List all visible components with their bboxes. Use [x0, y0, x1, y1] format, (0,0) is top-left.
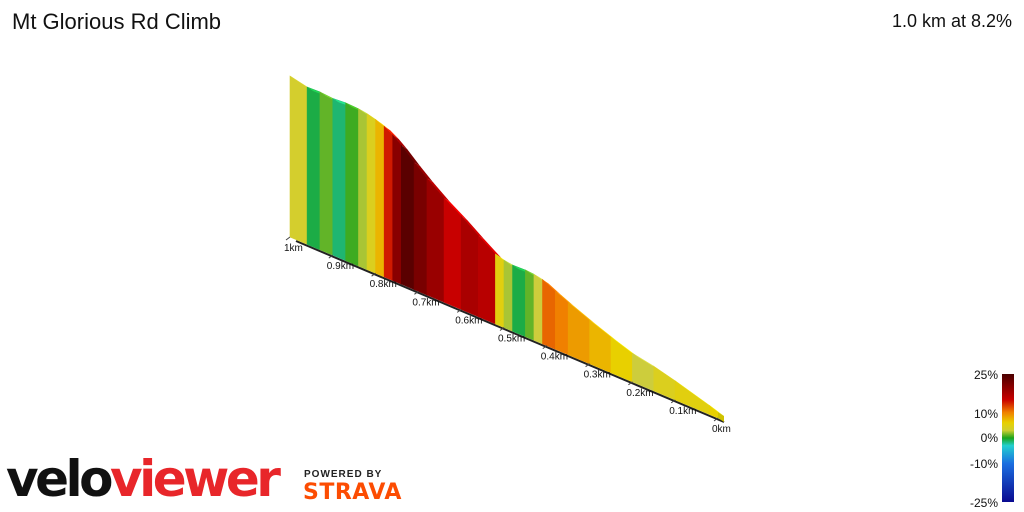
distance-tick [414, 290, 419, 295]
distance-tick [542, 345, 548, 350]
profile-start-cap [718, 412, 724, 422]
distance-tick [670, 399, 676, 404]
svg-text:veloviewer: veloviewer [6, 450, 281, 508]
distance-tick-label: 0.4km [541, 352, 568, 363]
gradient-segment-top [589, 320, 617, 342]
gradient-segment-top [653, 366, 682, 385]
gradient-segment-top [542, 279, 562, 296]
distance-tick [456, 308, 462, 313]
gradient-segment-top [675, 380, 716, 410]
gradient-segment-top [375, 119, 391, 131]
gradient-segment [503, 259, 513, 332]
gradient-segment [332, 97, 346, 261]
gradient-segment [533, 273, 543, 345]
distance-tick-label: 0.3km [584, 370, 611, 381]
gradient-segment [392, 134, 402, 285]
gradient-segment [366, 113, 376, 274]
page-title: Mt Glorious Rd Climb [12, 9, 222, 34]
distance-tick-label: 0km [712, 424, 731, 435]
gradient-segment [478, 234, 496, 325]
scale-label-10: 10% [973, 407, 998, 421]
strava-logo: STRAVA [303, 480, 402, 505]
gradient-segment-top [478, 235, 502, 259]
gradient-segment [306, 86, 321, 251]
gradient-segment [555, 290, 569, 356]
gradient-segment-top [555, 291, 575, 307]
gradient-segment [289, 75, 308, 245]
gradient-segment-top [392, 135, 408, 150]
gradient-segment-top [709, 405, 724, 416]
distance-tick-label: 0.2km [626, 388, 653, 399]
distance-tick-label: 1km [284, 243, 303, 254]
gradient-segment [653, 365, 676, 401]
distance-tick-label: 0.6km [455, 315, 482, 326]
scale-label-25: 25% [973, 368, 998, 382]
gradient-segment [375, 118, 385, 278]
gradient-segment [443, 197, 462, 310]
gradient-segment [319, 91, 334, 256]
gradient-scale: 25% 10% 0% -10% -25% [960, 368, 1020, 510]
distance-tick [628, 381, 633, 386]
profile-baseline [295, 240, 725, 423]
distance-tick [499, 327, 505, 331]
distance-tick-label: 0.1km [669, 406, 696, 417]
gradient-segment-top [611, 337, 639, 358]
distance-tick [585, 363, 590, 368]
gradient-segment [525, 269, 535, 341]
gradient-segment-top [426, 178, 451, 203]
scale-label-minus10: -10% [969, 457, 998, 471]
gradient-segment-top [568, 302, 596, 325]
gradient-segment-top [401, 145, 421, 167]
distance-tick-label: 0.7km [412, 297, 439, 308]
gradient-segment [426, 177, 445, 303]
scale-label-0: 0% [980, 431, 998, 445]
gradient-segment [400, 144, 415, 290]
gradient-segment [512, 264, 526, 338]
distance-tick [328, 254, 334, 259]
gradient-scale-bar [1002, 374, 1014, 502]
gradient-segment [567, 301, 590, 365]
gradient-segment [358, 108, 368, 271]
gradient-segment [383, 125, 394, 281]
distance-tick [371, 272, 376, 277]
distance-tick [285, 236, 291, 241]
distance-tick-label: 0.9km [327, 261, 354, 272]
gradient-segment-top [444, 198, 468, 221]
gradient-segment-top [384, 126, 399, 140]
climb-summary: 1.0 km at 8.2% [891, 11, 1012, 31]
gradient-segment-top [632, 353, 660, 371]
distance-tick [713, 417, 719, 422]
gradient-segment-top [414, 162, 433, 183]
powered-by-label: POWERED BY [304, 469, 383, 480]
gradient-segment [542, 278, 556, 350]
gradient-segment-top [461, 216, 485, 240]
gradient-segment [495, 253, 505, 328]
veloviewer-logo: veloviewer [6, 450, 285, 508]
gradient-segment [413, 161, 428, 296]
scale-label-minus25: -25% [969, 496, 998, 510]
distance-tick-label: 0.8km [370, 279, 397, 290]
gradient-segment [345, 102, 359, 267]
distance-tick-label: 0.5km [498, 334, 525, 345]
